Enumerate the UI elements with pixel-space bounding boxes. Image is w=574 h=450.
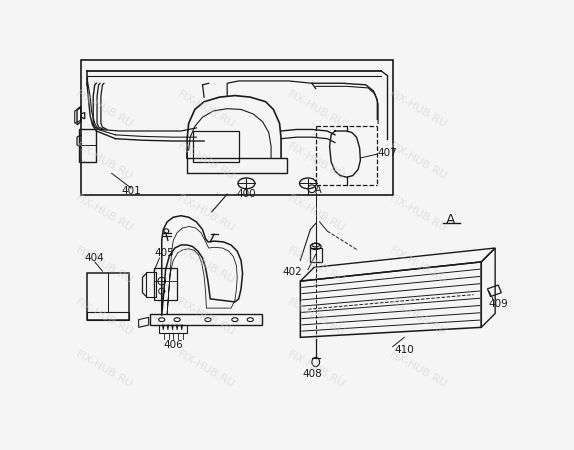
Text: FIX-HUB.RU: FIX-HUB.RU (176, 89, 236, 130)
Text: FIX-HUB.RU: FIX-HUB.RU (387, 141, 448, 182)
Text: 400: 400 (236, 189, 256, 199)
Text: 402: 402 (282, 267, 302, 277)
Text: FIX-HUB.RU: FIX-HUB.RU (286, 349, 347, 390)
Text: FIX-HUB.RU: FIX-HUB.RU (387, 245, 448, 286)
Text: FIX-HUB.RU: FIX-HUB.RU (286, 193, 347, 234)
Text: FIX-HUB.RU: FIX-HUB.RU (286, 89, 347, 130)
Text: FIX-HUB.RU: FIX-HUB.RU (176, 349, 236, 390)
Text: FIX-HUB.RU: FIX-HUB.RU (176, 245, 236, 286)
Text: 405: 405 (154, 248, 174, 258)
Text: 404: 404 (85, 253, 104, 263)
Text: FIX-HUB.RU: FIX-HUB.RU (73, 193, 134, 234)
Text: FIX-HUB.RU: FIX-HUB.RU (286, 297, 347, 338)
Text: FIX-HUB.RU: FIX-HUB.RU (286, 245, 347, 286)
Text: 410: 410 (394, 346, 414, 356)
Text: 409: 409 (488, 299, 508, 309)
Text: 408: 408 (302, 369, 322, 378)
Text: FIX-HUB.RU: FIX-HUB.RU (286, 141, 347, 182)
Text: FIX-HUB.RU: FIX-HUB.RU (73, 349, 134, 390)
Text: FIX-HUB.RU: FIX-HUB.RU (176, 141, 236, 182)
Text: FIX-HUB.RU: FIX-HUB.RU (387, 349, 448, 390)
Text: FIX-HUB.RU: FIX-HUB.RU (73, 297, 134, 338)
Text: FIX-HUB.RU: FIX-HUB.RU (387, 193, 448, 234)
Text: FIX-HUB.RU: FIX-HUB.RU (387, 297, 448, 338)
Text: 401: 401 (121, 186, 141, 196)
Text: FIX-HUB.RU: FIX-HUB.RU (73, 141, 134, 182)
Text: FIX-HUB.RU: FIX-HUB.RU (387, 89, 448, 130)
Text: A: A (446, 212, 455, 226)
Text: FIX-HUB.RU: FIX-HUB.RU (73, 245, 134, 286)
Text: FIX-HUB.RU: FIX-HUB.RU (73, 89, 134, 130)
Text: FIX-HUB.RU: FIX-HUB.RU (176, 193, 236, 234)
Text: 407: 407 (378, 148, 397, 157)
Text: 406: 406 (164, 340, 183, 350)
Text: A: A (315, 185, 321, 195)
Text: FIX-HUB.RU: FIX-HUB.RU (176, 297, 236, 338)
